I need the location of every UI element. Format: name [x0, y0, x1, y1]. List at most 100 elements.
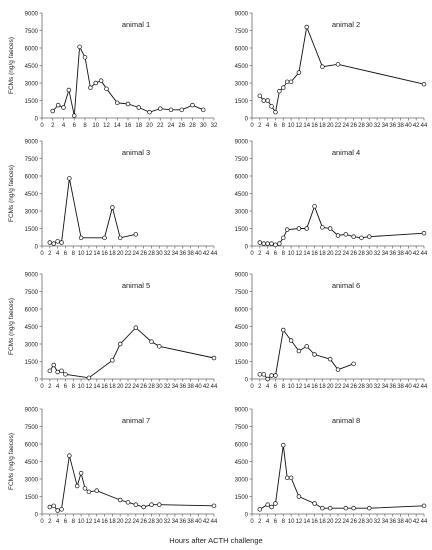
x-tick-label: 42	[203, 384, 210, 390]
series-line	[259, 445, 425, 510]
data-point	[125, 500, 131, 505]
x-tick-label: 24	[132, 251, 139, 257]
y-tick-label: 6000	[235, 46, 249, 52]
data-point	[343, 232, 349, 237]
data-point	[351, 361, 356, 367]
x-tick-label: 10	[78, 519, 85, 525]
data-point	[277, 241, 282, 246]
x-tick-label: 20	[117, 384, 124, 390]
data-point	[114, 100, 120, 106]
x-tick-label: 28	[148, 519, 155, 525]
x-tick-label: 26	[140, 251, 147, 257]
y-tick-label: 3000	[235, 209, 249, 215]
data-point	[265, 502, 270, 507]
x-tick-label: 8	[282, 123, 286, 129]
x-tick-label: 2	[258, 519, 262, 525]
x-tick-label: 8	[72, 519, 76, 525]
x-tick-label: 38	[187, 384, 194, 390]
x-tick-label: 30	[366, 251, 373, 257]
data-point	[257, 372, 263, 377]
x-tick-label: 14	[303, 384, 310, 390]
x-tick-label: 34	[382, 251, 389, 257]
data-point	[50, 108, 55, 114]
data-point	[320, 64, 325, 69]
x-tick-label: 34	[382, 519, 389, 525]
x-tick-label: 14	[303, 251, 310, 257]
x-tick-label: 40	[405, 519, 412, 525]
panel-title: animal 2	[332, 20, 360, 29]
data-point	[421, 81, 427, 87]
x-tick-label: 26	[350, 519, 357, 525]
data-point	[51, 241, 56, 246]
x-tick-label: 16	[101, 384, 108, 390]
x-tick-label: 38	[397, 123, 404, 129]
x-tick-label: 6	[274, 384, 278, 390]
x-tick-label: 24	[132, 384, 139, 390]
data-point	[71, 113, 77, 118]
x-tick-label: 18	[135, 123, 142, 129]
data-point	[110, 205, 115, 210]
x-tick-label: 40	[195, 519, 202, 525]
data-point	[327, 505, 333, 511]
y-tick-label: 1500	[25, 495, 39, 501]
y-tick-label: 0	[35, 512, 39, 518]
data-point	[304, 24, 309, 30]
data-point	[147, 109, 152, 115]
x-tick-label: 26	[140, 519, 147, 525]
x-tick-label: 24	[132, 519, 139, 525]
x-tick-label: 12	[86, 251, 93, 257]
x-tick-label: 22	[335, 519, 342, 525]
x-tick-label: 14	[303, 519, 310, 525]
x-tick-label: 32	[164, 519, 171, 525]
x-tick-label: 16	[101, 519, 108, 525]
y-tick-label: 9000	[235, 272, 249, 278]
y-tick-label: 0	[35, 244, 39, 250]
y-tick-label: 1500	[235, 360, 249, 366]
y-tick-label: 4500	[235, 460, 249, 466]
x-tick-label: 10	[288, 519, 295, 525]
data-point	[93, 80, 98, 86]
y-tick-label: 9000	[235, 407, 249, 413]
x-tick-label: 38	[397, 519, 404, 525]
data-point	[284, 475, 290, 481]
data-point	[63, 372, 68, 377]
data-point	[133, 232, 139, 237]
x-tick-label: 8	[282, 519, 286, 525]
data-point	[421, 230, 427, 236]
data-point	[367, 234, 372, 239]
data-point	[327, 226, 333, 231]
data-point	[269, 504, 274, 510]
x-tick-label: 26	[350, 384, 357, 390]
y-axis-label: FCMs (ng/g faeces)	[8, 433, 15, 490]
data-point	[141, 504, 146, 510]
y-axis-label: FCMs (ng/g faeces)	[8, 298, 15, 355]
data-point	[55, 508, 60, 513]
data-point	[59, 240, 64, 245]
data-point	[269, 373, 274, 378]
y-tick-label: 6000	[25, 442, 39, 448]
y-tick-label: 3000	[25, 477, 39, 483]
y-tick-label: 9000	[235, 11, 249, 17]
panel-title: animal 8	[332, 416, 360, 425]
x-tick-label: 22	[335, 384, 342, 390]
y-tick-label: 4500	[235, 64, 249, 70]
data-point	[273, 501, 278, 506]
x-tick-label: 14	[93, 519, 100, 525]
x-tick-label: 0	[250, 251, 254, 257]
x-tick-label: 30	[156, 519, 163, 525]
data-point	[78, 235, 84, 241]
y-tick-label: 7500	[235, 29, 249, 35]
x-tick-label: 44	[211, 251, 218, 257]
x-tick-label: 32	[374, 384, 381, 390]
x-tick-label: 14	[114, 123, 121, 129]
data-point	[269, 241, 274, 246]
data-point	[47, 504, 53, 510]
y-tick-label: 0	[35, 377, 39, 383]
data-point	[110, 358, 115, 363]
y-tick-label: 1500	[25, 360, 39, 366]
